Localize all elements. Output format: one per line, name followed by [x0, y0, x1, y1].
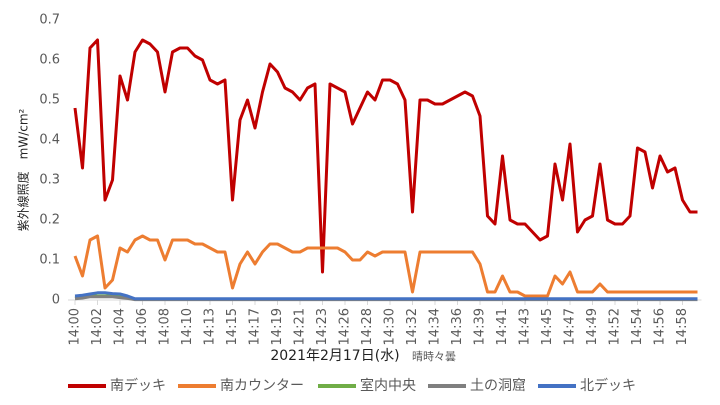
x-tick-label: 14:58: [675, 308, 690, 345]
x-tick-label: 14:28: [360, 308, 375, 345]
x-tick-label: 14:17: [248, 308, 263, 345]
x-tick-label: 14:52: [608, 308, 623, 345]
x-axis-title: 2021年2月17日(水): [270, 348, 399, 364]
x-tick-label: 14:56: [653, 308, 668, 345]
x-tick-label: 14:36: [450, 308, 465, 345]
x-tick-label: 14:54: [630, 308, 645, 345]
y-tick-label: 0.1: [39, 253, 60, 268]
legend-label: 室内中央: [360, 377, 416, 394]
x-tick-label: 14:08: [158, 308, 173, 345]
legend-label: 北デッキ: [580, 377, 636, 394]
y-tick-label: 0.4: [39, 133, 60, 148]
y-tick-label: 0.2: [39, 213, 60, 228]
x-tick-label: 14:45: [540, 308, 555, 345]
x-tick-label: 14:49: [585, 308, 600, 345]
x-tick-label: 14:21: [293, 308, 308, 345]
y-tick-label: 0.3: [39, 173, 60, 188]
x-tick-label: 14:23: [315, 308, 330, 345]
x-tick-label: 14:19: [270, 308, 285, 345]
x-tick-label: 14:10: [180, 308, 195, 345]
y-tick-label: 0.5: [39, 93, 60, 108]
series-line: [73, 38, 698, 274]
y-axis-title: 紫外線照度 mW/cm²: [16, 108, 31, 231]
y-tick-label: 0.7: [39, 13, 60, 28]
series-line: [74, 291, 698, 301]
legend-label: 土の洞窟: [470, 377, 526, 394]
x-tick-label: 14:39: [473, 308, 488, 345]
x-tick-label: 14:34: [428, 308, 443, 345]
legend-label: 南カウンター: [220, 378, 304, 394]
x-tick-label: 14:02: [90, 308, 105, 345]
y-tick-label: 0: [52, 293, 60, 308]
x-tick-label: 14:41: [495, 308, 510, 345]
x-tick-label: 14:47: [563, 308, 578, 345]
x-tick-label: 14:04: [113, 308, 128, 345]
x-tick-label: 14:15: [225, 308, 240, 345]
x-axis-note: 晴時々曇: [412, 350, 456, 363]
x-tick-label: 14:26: [338, 308, 353, 345]
legend-label: 南デッキ: [110, 377, 166, 394]
y-tick-label: 0.6: [39, 53, 60, 68]
x-tick-label: 14:32: [405, 308, 420, 345]
x-tick-label: 14:43: [518, 308, 533, 345]
x-tick-label: 14:06: [135, 308, 150, 345]
x-tick-label: 14:00: [68, 308, 83, 345]
x-tick-label: 14:30: [383, 308, 398, 345]
x-tick-label: 14:13: [203, 308, 218, 345]
series-line: [73, 234, 698, 298]
